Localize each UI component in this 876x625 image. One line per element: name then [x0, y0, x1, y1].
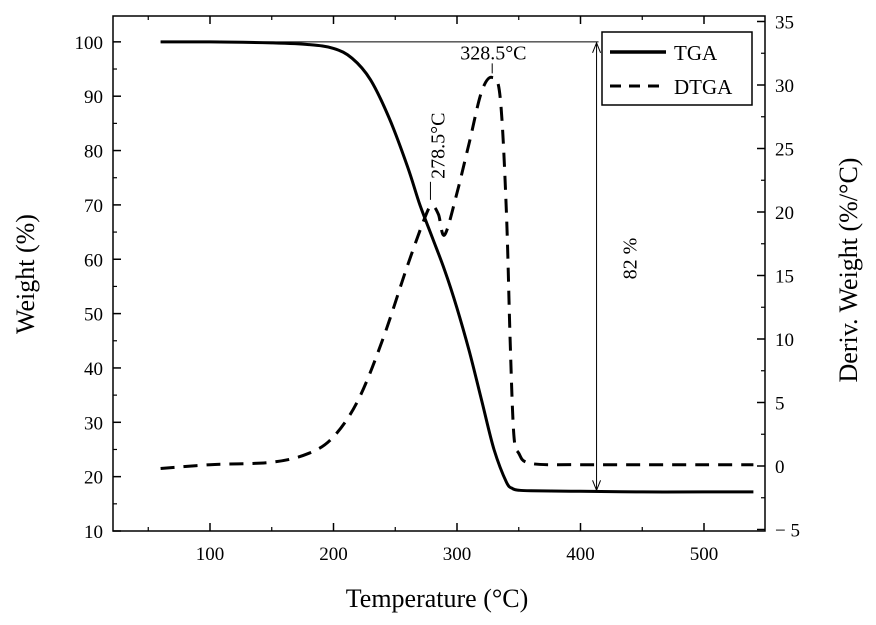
y-tick-label: 100: [75, 33, 104, 54]
y-tick-label: 70: [84, 196, 103, 217]
y2-tick-label: 35: [775, 13, 794, 34]
y2-tick-label: − 5: [775, 521, 800, 542]
y-tick-label: 20: [84, 468, 103, 489]
x-tick-label: 300: [443, 544, 472, 565]
y-tick-label: 30: [84, 413, 103, 434]
legend-dtga-label: DTGA: [674, 75, 733, 99]
y-axis-title: Weight (%): [11, 214, 40, 334]
x-tick-label: 400: [566, 544, 595, 565]
peak-328-label: 328.5°C: [460, 42, 526, 64]
x-axis-title: Temperature (°C): [346, 584, 529, 613]
series-dtga-line: [160, 75, 754, 470]
x-tick-label: 200: [319, 544, 348, 565]
y-tick-label: 60: [84, 250, 103, 271]
y2-tick-label: 25: [775, 140, 794, 161]
y2-axis-title: Deriv. Weight (%/°C): [834, 158, 863, 383]
peak-278-label: 278.5°C: [427, 112, 449, 178]
legend-box: [601, 31, 753, 106]
legend-tga-label: TGA: [674, 41, 718, 65]
y2-tick-label: 20: [775, 203, 794, 224]
mass-loss-arrow-head-top: [592, 41, 602, 54]
y2-tick-label: 0: [775, 457, 785, 478]
y2-tick-label: 10: [775, 330, 794, 351]
x-tick-label: 500: [690, 544, 719, 565]
y-tick-label: 50: [84, 305, 103, 326]
y-tick-label: 90: [84, 87, 103, 108]
y2-tick-label: 30: [775, 76, 794, 97]
mass-loss-arrow-head-bottom: [592, 480, 602, 492]
y-tick-label: 10: [84, 522, 103, 543]
series-tga-line: [160, 40, 754, 494]
y-tick-label: 40: [84, 359, 103, 380]
y-tick-label: 80: [84, 142, 103, 163]
y2-tick-label: 5: [775, 394, 785, 415]
x-tick-label: 100: [196, 544, 225, 565]
mass-loss-label: 82 %: [620, 238, 642, 280]
plot-frame: [112, 15, 766, 532]
y2-tick-label: 15: [775, 267, 794, 288]
